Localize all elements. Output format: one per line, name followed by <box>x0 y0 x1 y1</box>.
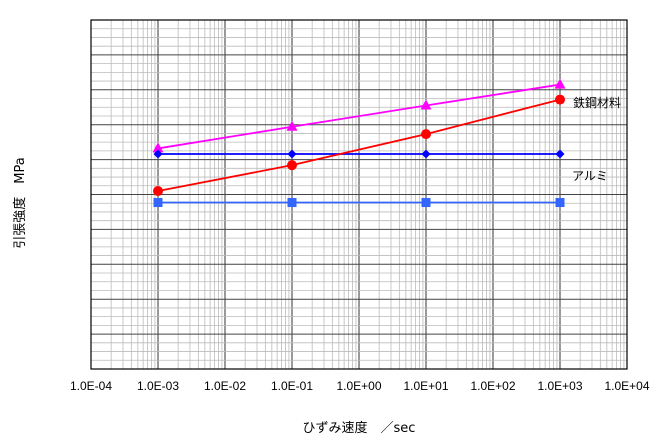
series-2 <box>153 94 565 197</box>
data-point <box>286 120 298 131</box>
series-layer <box>152 78 566 208</box>
data-point <box>287 198 297 208</box>
data-point <box>555 94 565 105</box>
data-point <box>287 149 297 159</box>
x-tick-label: 1.0E-01 <box>271 379 313 393</box>
x-tick-label: 1.0E+01 <box>403 379 448 393</box>
x-tick-labels: 1.0E-04 1.0E-03 1.0E-02 1.0E-01 1.0E+00 1.0E+… <box>70 379 650 393</box>
x-tick-label: 1.0E+04 <box>604 379 649 393</box>
annotation-steel: 鉄鋼材料 <box>573 95 621 110</box>
plot-frame <box>90 19 628 370</box>
data-point <box>152 142 164 153</box>
data-point <box>421 198 431 208</box>
data-point <box>287 160 297 171</box>
data-point <box>554 78 566 89</box>
x-tick-label: 1.0E+03 <box>537 379 582 393</box>
series-3 <box>153 198 565 208</box>
data-point <box>153 186 163 197</box>
series-1 <box>153 149 565 159</box>
x-axis-title: ひずみ速度 ／sec <box>303 420 416 436</box>
data-point <box>153 149 163 159</box>
data-point <box>555 198 565 208</box>
series-line <box>157 83 561 150</box>
data-point <box>555 149 565 159</box>
data-point <box>421 149 431 159</box>
x-tick-label: 1.0E+02 <box>470 379 515 393</box>
x-tick-label: 1.0E+00 <box>336 379 381 393</box>
annotation-aluminum: アルミ <box>572 169 608 183</box>
data-point <box>421 129 431 140</box>
x-tick-label: 1.0E-03 <box>137 379 179 393</box>
series-line <box>157 98 561 192</box>
y-axis-title: 引張強度 MPa <box>12 157 28 248</box>
data-point <box>420 99 432 110</box>
x-tick-label: 1.0E-04 <box>70 379 112 393</box>
data-point <box>153 198 163 208</box>
grid <box>90 19 627 370</box>
x-tick-label: 1.0E-02 <box>204 379 246 393</box>
series-0 <box>152 78 566 153</box>
